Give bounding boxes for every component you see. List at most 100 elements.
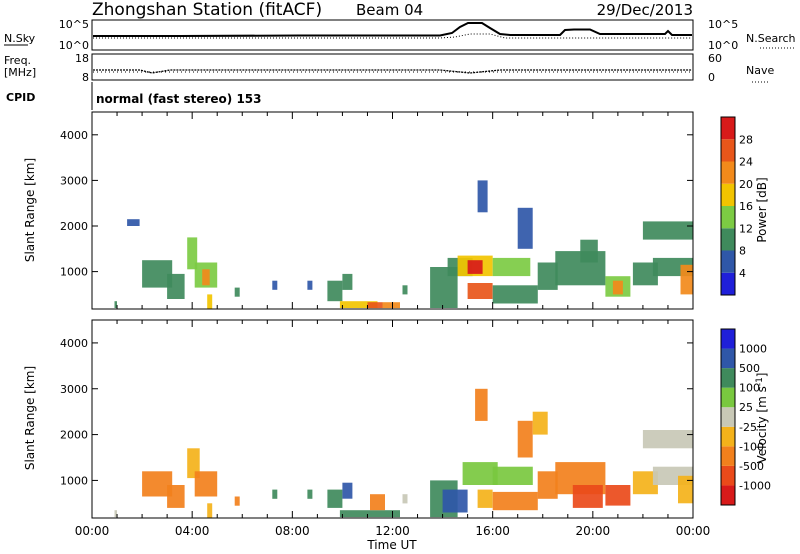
velocity-patch [492,491,538,511]
velocity-patch [272,489,278,499]
velocity-panel: 1000 2000 3000 4000 00:00 04:00 08:00 12:00 16:… [23,319,711,552]
power-patch [127,219,140,226]
power-patch [272,280,278,290]
power-patch [307,280,313,290]
power-colorbar-tick: 24 [739,156,753,169]
power-patch [680,264,693,295]
velocity-colorbar-tick: 25 [739,401,753,414]
x-tick-label: 20:00 [576,524,611,538]
freq-panel [91,53,694,81]
velocity-colorbar-swatch [721,368,735,388]
x-tick-label: 04:00 [175,524,210,538]
velocity-y-axis-label: Slant Range [km] [23,366,37,470]
power-y-tick-label: 3000 [60,174,88,187]
velocity-y-tick-label: 1000 [60,474,88,487]
power-patch [517,207,533,249]
velocity-colorbar-swatch [721,465,735,486]
power-patch [187,237,198,270]
power-colorbar-frame [720,116,736,296]
velocity-colorbar-swatch [721,329,735,349]
power-patch [477,180,488,213]
velocity-patch [537,471,558,499]
x-tick-label: 00:00 [676,524,711,538]
cpid-text: normal (fast stereo) 153 [96,92,262,106]
velocity-patch [605,485,631,506]
velocity-patch [532,411,548,435]
velocity-patch [475,388,488,421]
x-tick-label: 16:00 [475,524,510,538]
power-colorbar-tick: 16 [739,200,753,213]
velocity-y-tick-label: 4000 [60,337,88,350]
velocity-patch [167,485,185,508]
nsky-tick-bottom: 10^0 [59,39,89,52]
velocity-patch [642,430,693,449]
power-colorbar-tick: 20 [739,178,753,191]
velocity-colorbar: 1000 500 100 25 -25 -100 -500 -1000 [720,328,771,506]
power-patch [114,301,117,308]
power-colorbar-tick: 4 [739,267,746,280]
power-colorbar-swatch [721,117,735,140]
power-patch [339,301,378,308]
power-y-tick-label: 2000 [60,220,88,233]
power-patch [202,269,210,286]
velocity-colorbar-swatch [721,446,735,466]
velocity-patch [114,510,117,518]
velocity-colorbar-swatch [721,485,735,505]
velocity-patch [632,471,658,495]
power-patch [580,239,598,263]
freq-unit: [MHz] [4,66,36,79]
plot-title: Zhongshan Station (fitACF) [92,0,322,20]
velocity-patch [342,482,353,499]
velocity-colorbar-tick: -500 [739,460,764,473]
power-patch [402,285,408,295]
power-colorbar-tick: 12 [739,222,753,235]
x-tick-label: 08:00 [275,524,310,538]
velocity-colorbar-label-sup: -1 [755,377,765,386]
x-axis-label: Time UT [366,538,417,552]
velocity-marks [114,388,693,518]
x-tick-label: 00:00 [75,524,110,538]
velocity-colorbar-tick: 500 [739,362,760,375]
power-patch [342,273,353,290]
power-panel: 1000 2000 3000 4000 Slant Range [km] [23,111,694,310]
velocity-patch [572,485,603,508]
power-patch [207,294,213,309]
nsearch-tick-top: 10^5 [708,18,738,31]
power-patch [367,302,383,309]
power-colorbar-swatch [721,161,735,184]
velocity-y-ticks: 1000 2000 3000 4000 [60,337,693,487]
nsky-label: N.Sky [4,32,36,45]
power-y-ticks: 1000 2000 3000 4000 [60,129,693,279]
power-patch [632,262,658,286]
power-colorbar-swatch [721,272,735,295]
power-colorbar-swatch [721,183,735,206]
power-marks [114,180,693,309]
power-colorbar-swatch [721,250,735,273]
power-colorbar-label: Power [dB] [755,177,769,242]
velocity-patch [194,471,218,497]
freq-tick-bottom: 8 [82,71,89,84]
nsky-trace [93,22,692,37]
power-patch [327,280,343,302]
power-colorbar-tick: 28 [739,133,753,146]
nave-label: Nave [746,64,774,77]
velocity-colorbar-tick: 100 [739,382,760,395]
velocity-colorbar-frame [720,328,736,506]
power-colorbar-swatch [721,139,735,162]
nsearch-label: N.Search [746,32,796,45]
power-patch [234,287,240,297]
power-patch [382,302,400,309]
velocity-y-tick-label: 2000 [60,429,88,442]
freq-trace [93,69,692,74]
nave-tick-bottom: 0 [708,71,715,84]
velocity-patch [187,448,200,479]
velocity-patch [402,494,408,504]
velocity-colorbar-label-end: ] [755,373,769,378]
power-x-ticks [91,112,694,309]
power-patch [537,262,558,290]
beam-label: Beam 04 [356,1,423,19]
nave-tick-top: 60 [708,52,722,65]
nsky-panel [91,19,694,51]
velocity-colorbar-label-main: Velocity [m s [755,386,769,463]
power-y-tick-label: 4000 [60,129,88,142]
